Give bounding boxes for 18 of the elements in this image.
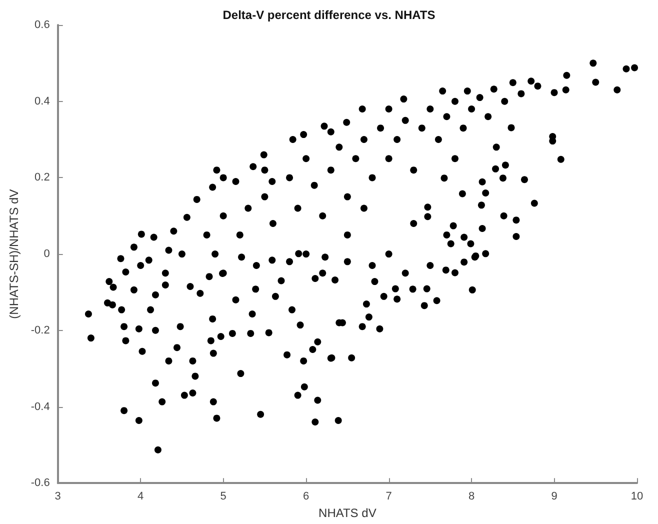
x-tick-label: 4: [138, 490, 144, 503]
x-tick-label: 8: [468, 490, 475, 503]
x-tick-label: 7: [386, 490, 392, 503]
x-tick-label: 5: [220, 490, 226, 503]
y-tick-label: 0: [44, 248, 50, 260]
y-tick-label: 0.6: [34, 19, 50, 31]
x-axis-title: NHATS dV: [318, 506, 376, 520]
chart-title: Delta-V percent difference vs. NHATS: [222, 8, 436, 22]
x-tick-label: 6: [302, 490, 310, 503]
y-tick-label: 0.4: [34, 95, 50, 108]
y-tick-label: 0.2: [34, 172, 50, 184]
x-tick-label: 9: [551, 490, 558, 503]
x-tick-label: 3: [54, 490, 61, 503]
y-tick-label: -0.4: [30, 400, 50, 413]
y-tick-label: -0.6: [30, 477, 50, 490]
y-axis-title: (NHATS-SH)/NHATS dV: [7, 189, 21, 319]
x-tick-label: 10: [630, 490, 644, 503]
y-tick-label: -0.2: [30, 324, 50, 336]
